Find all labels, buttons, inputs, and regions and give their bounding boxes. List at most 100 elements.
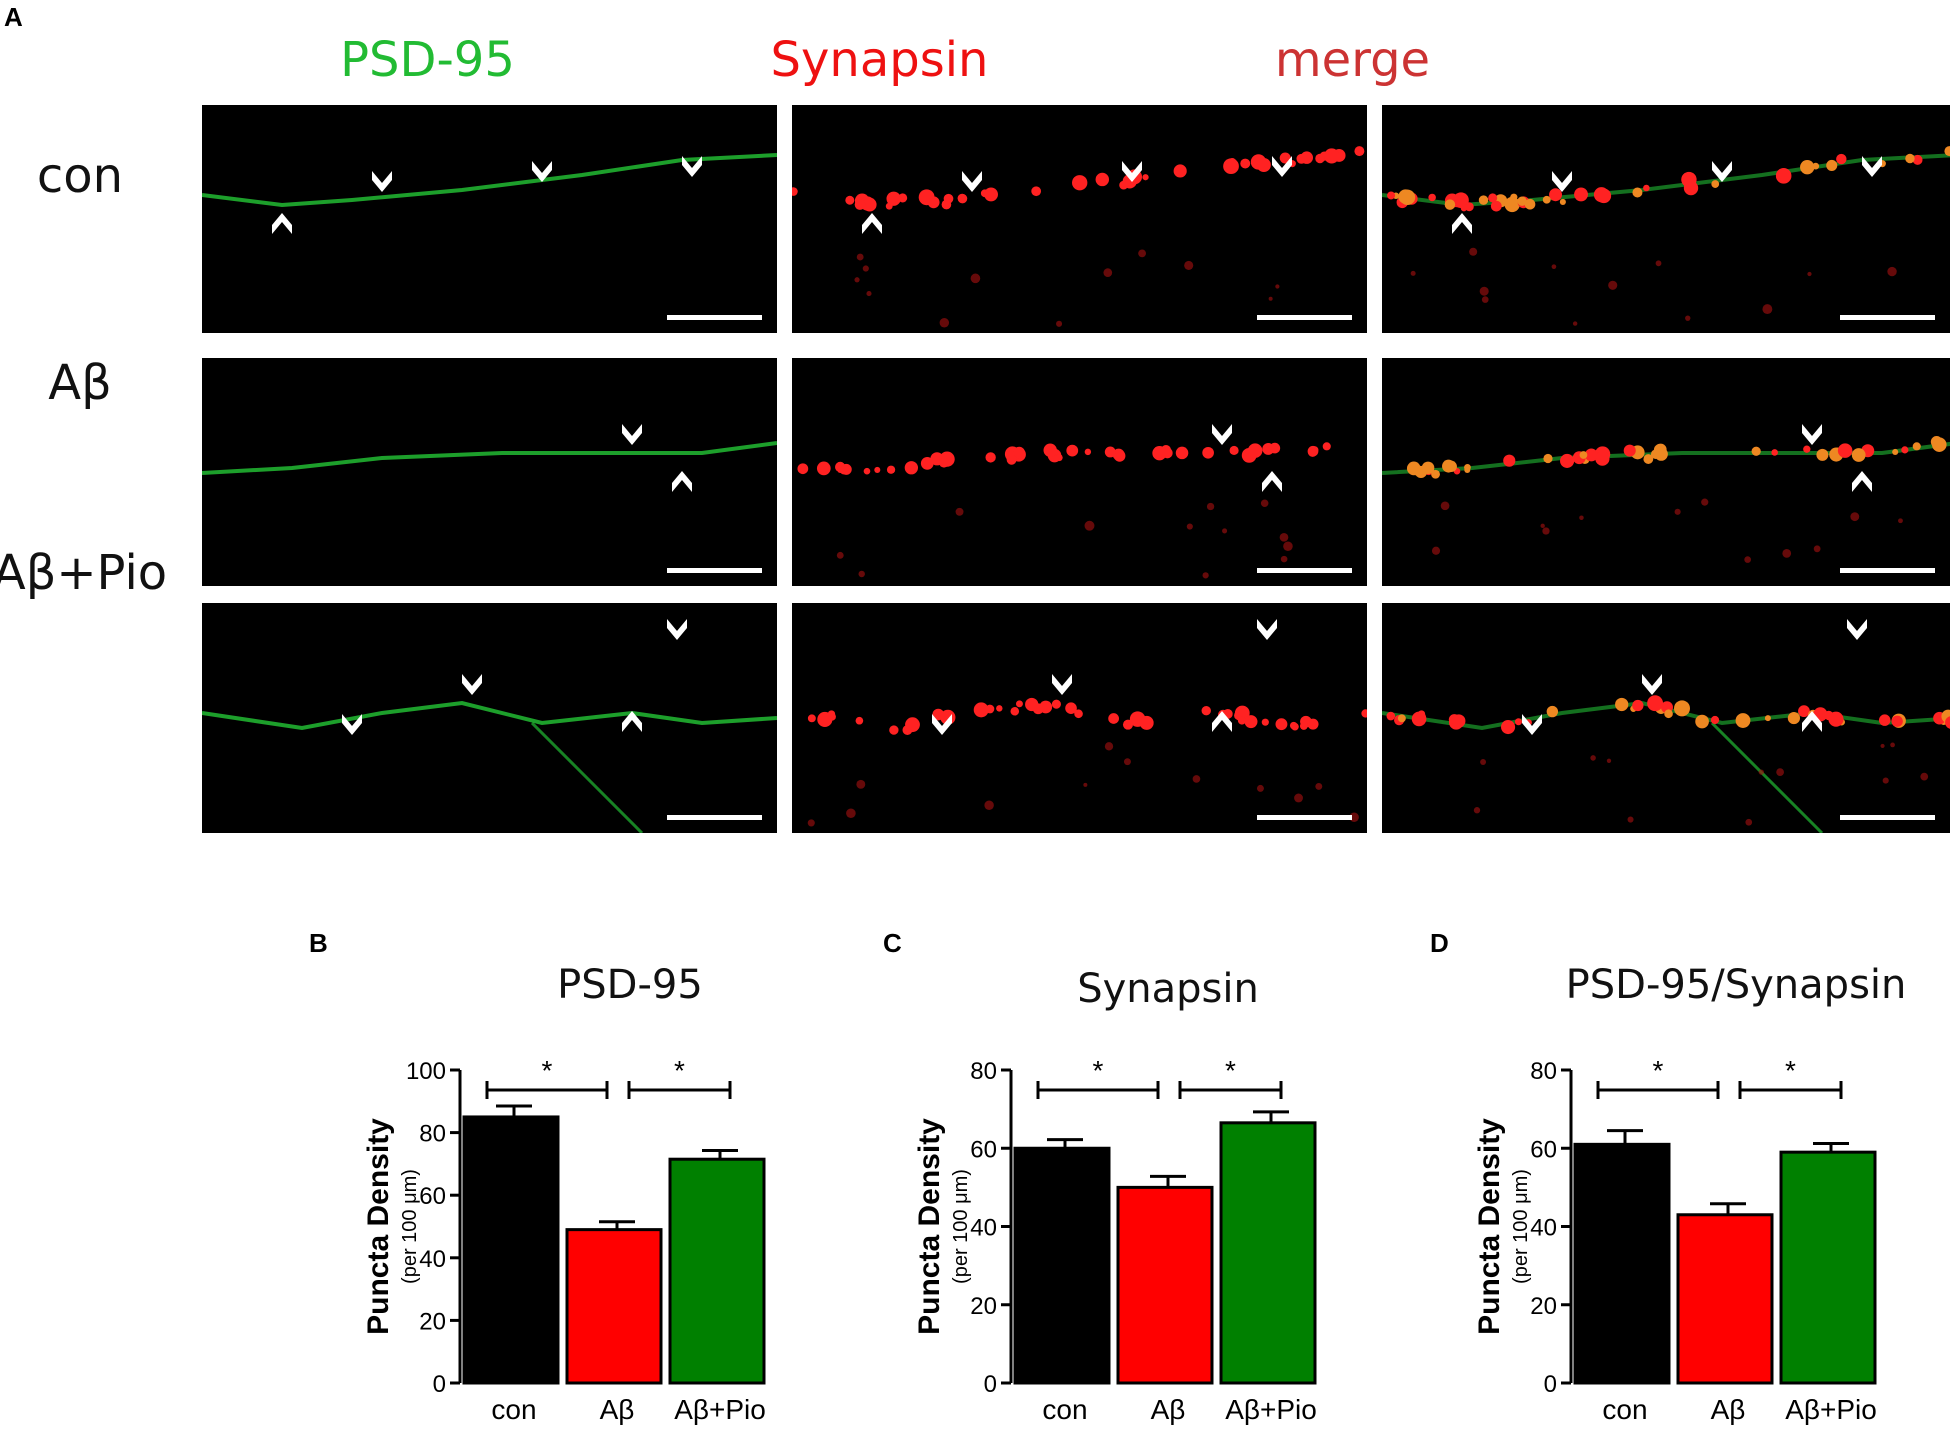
puncta [1632, 187, 1643, 198]
y-axis-label: Puncta Density [1473, 1118, 1506, 1335]
chart-b: 0 20 40 60 80 100 Puncta Density (per 100 μm) co… [362, 1055, 766, 1425]
puncta [827, 710, 836, 718]
micrograph-con-psd95 [202, 105, 777, 333]
puncta [1608, 280, 1618, 290]
puncta [1623, 444, 1636, 457]
puncta [1453, 192, 1469, 209]
puncta [957, 193, 968, 204]
puncta [1283, 541, 1293, 552]
puncta [1275, 284, 1280, 289]
bar [1676, 1213, 1774, 1385]
puncta [1386, 711, 1396, 721]
puncta [1095, 172, 1110, 187]
puncta [1442, 459, 1455, 473]
puncta [1836, 153, 1847, 165]
micrograph-image [202, 619, 777, 833]
puncta [855, 716, 864, 725]
dendrite [1382, 441, 1950, 475]
puncta [1542, 527, 1550, 535]
puncta [1108, 713, 1120, 724]
x-tick-label: Aβ [600, 1394, 635, 1425]
puncta [1559, 198, 1566, 206]
y-axis-sublabel: (per 100 μm) [399, 1169, 421, 1284]
puncta [973, 702, 989, 718]
row-label-abeta: Aβ [48, 355, 112, 411]
puncta [1880, 743, 1885, 749]
scale-bar [667, 315, 762, 320]
puncta [1440, 501, 1450, 511]
puncta [1595, 451, 1610, 466]
x-tick-label: Aβ+Pio [1785, 1394, 1877, 1425]
arrowhead-icon [862, 213, 882, 234]
puncta [1279, 152, 1291, 164]
panel-letter-d: D [1430, 928, 1449, 958]
puncta [1184, 260, 1194, 271]
puncta [904, 461, 919, 475]
puncta [1850, 512, 1860, 522]
puncta [1803, 445, 1811, 453]
arrowhead-icon [1257, 619, 1277, 640]
arrowhead-icon [342, 714, 362, 735]
column-title-synapsin: Synapsin [770, 32, 989, 88]
y-tick-label: 80 [419, 1121, 446, 1148]
puncta [1745, 818, 1753, 826]
puncta [1479, 286, 1489, 296]
puncta [1590, 755, 1596, 761]
y-tick-label: 60 [419, 1183, 446, 1210]
puncta [1744, 556, 1751, 563]
puncta [840, 463, 852, 475]
puncta [874, 466, 881, 473]
puncta [1202, 572, 1209, 579]
puncta [1354, 146, 1365, 157]
puncta [1776, 768, 1784, 776]
scale-bar [667, 568, 762, 573]
puncta [1324, 148, 1340, 164]
arrowhead-icon [1212, 711, 1232, 732]
puncta [1543, 453, 1553, 464]
puncta [1579, 451, 1588, 459]
puncta [1480, 759, 1487, 765]
puncta [1056, 320, 1063, 327]
y-tick-label: 0 [433, 1371, 446, 1398]
puncta [856, 779, 866, 789]
puncta [1013, 446, 1025, 459]
puncta [1361, 709, 1367, 718]
puncta [845, 195, 855, 205]
arrowhead-icon [1452, 213, 1472, 234]
puncta [1882, 777, 1889, 784]
puncta [939, 317, 950, 328]
puncta [1945, 716, 1950, 729]
y-tick-label: 20 [419, 1308, 446, 1335]
puncta [1787, 711, 1800, 725]
puncta [1222, 528, 1228, 534]
arrowhead-icon [1712, 161, 1732, 182]
micrograph-abeta-pio-synapsin [792, 603, 1367, 833]
puncta [1685, 315, 1691, 321]
puncta [1411, 711, 1427, 727]
puncta [1579, 515, 1584, 520]
puncta [1643, 184, 1650, 192]
puncta [1240, 158, 1251, 169]
puncta [1138, 249, 1146, 258]
puncta [1647, 695, 1664, 712]
puncta [1460, 205, 1468, 212]
puncta [1920, 772, 1929, 781]
puncta [980, 189, 989, 198]
micrograph-con-synapsin [792, 105, 1367, 333]
puncta [1431, 546, 1441, 555]
panel-letter-b: B [309, 928, 328, 958]
puncta [1104, 446, 1116, 458]
y-axis-sublabel: (per 100 μm) [1510, 1169, 1532, 1284]
y-tick-label: 80 [970, 1058, 997, 1085]
puncta [920, 457, 934, 470]
micrograph-image [807, 619, 1367, 827]
puncta [1202, 446, 1214, 459]
y-axis-sublabel: (per 100 μm) [950, 1169, 972, 1284]
puncta [1524, 198, 1536, 210]
puncta [984, 800, 994, 810]
y-tick-label: 20 [970, 1293, 997, 1320]
puncta [1771, 449, 1778, 456]
bar [1013, 1146, 1111, 1385]
puncta [1084, 520, 1095, 531]
puncta [1043, 443, 1057, 457]
